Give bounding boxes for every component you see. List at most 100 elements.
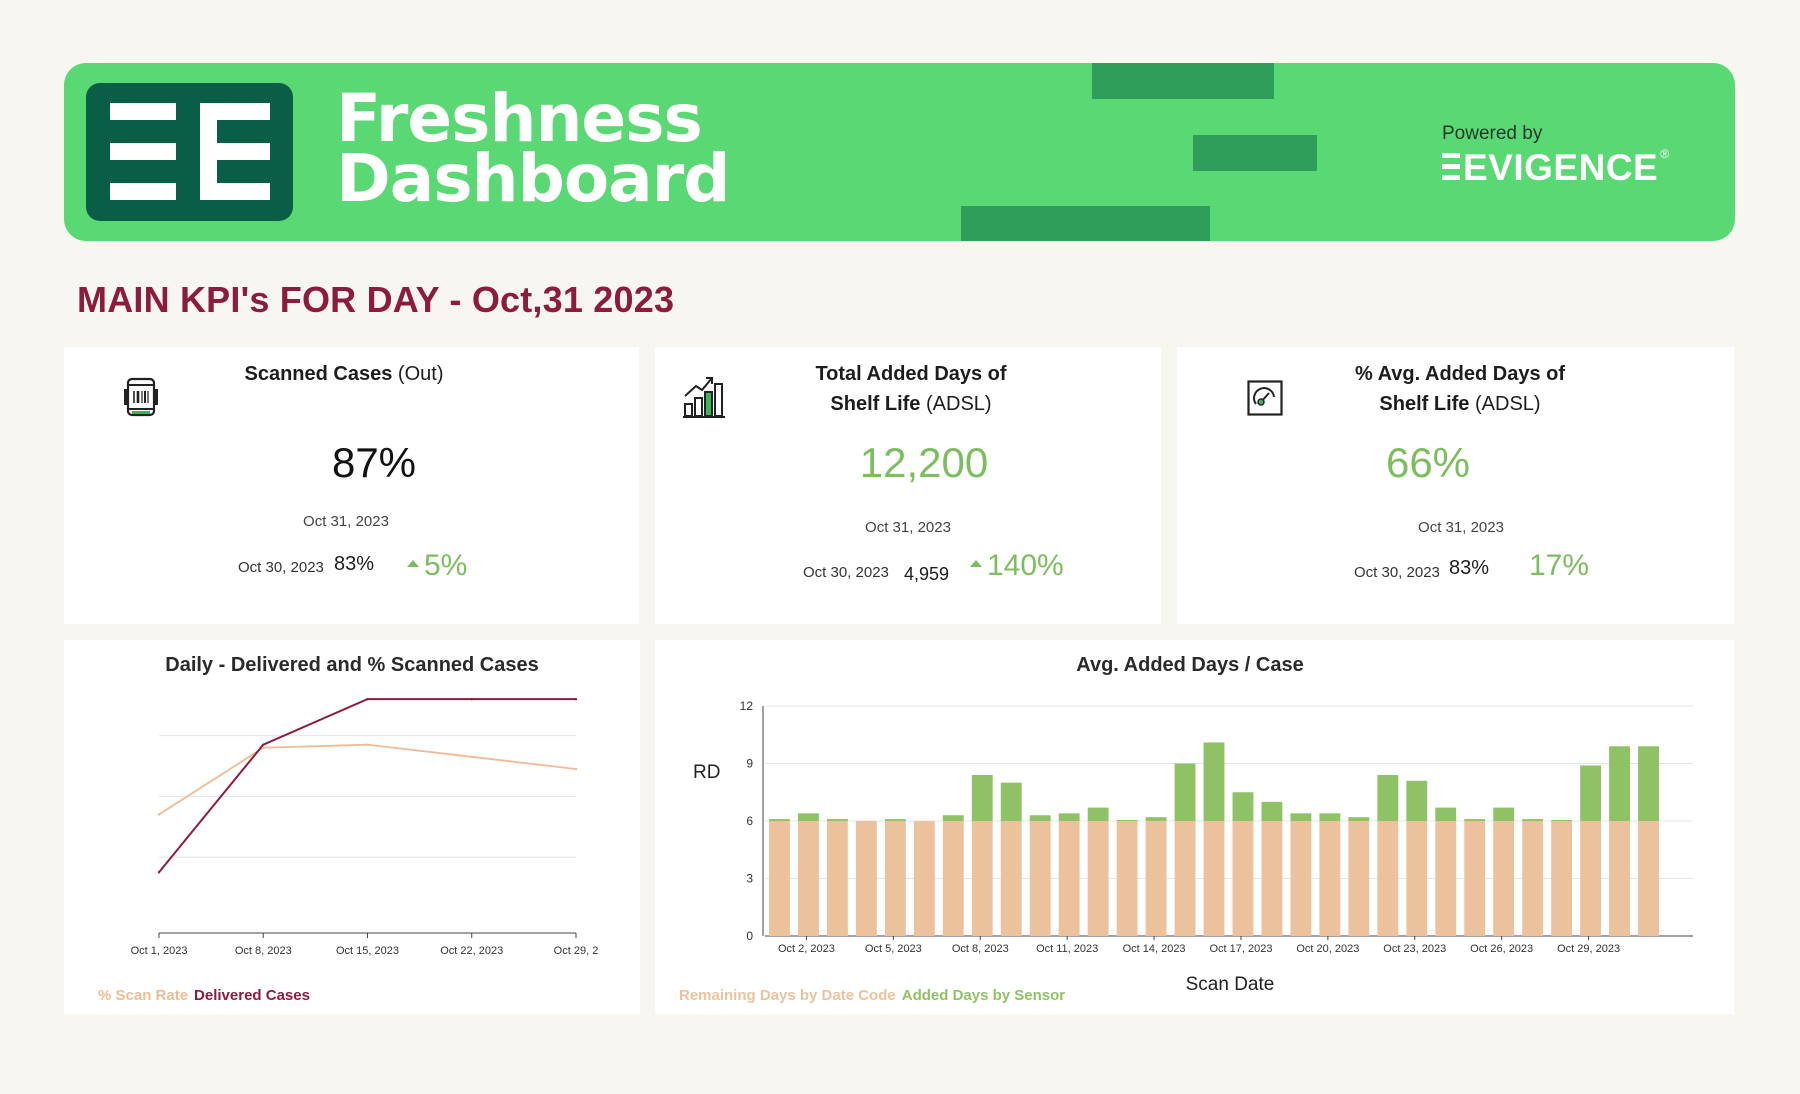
kpi-date: Oct 31, 2023: [1418, 519, 1504, 536]
header-banner: Freshness Dashboard Powered by EVIGENCE ®: [64, 63, 1735, 241]
remaining-days-bar: [1522, 821, 1544, 936]
remaining-days-bar: [1551, 821, 1573, 936]
remaining-days-bar: [1029, 821, 1051, 936]
x-tick-label: Oct 29, 2023: [1557, 943, 1620, 955]
delivered-cases-point: [470, 697, 473, 701]
remaining-days-bar: [798, 821, 819, 936]
added-days-bar: [1493, 807, 1515, 821]
added-days-bar: [971, 775, 993, 821]
y-tick-label: 9: [746, 757, 753, 771]
remaining-days-bar: [1464, 821, 1486, 936]
kpi-card-scanned-cases: Scanned Cases (Out) 87% Oct 31, 2023 Oct…: [64, 347, 639, 624]
y-tick-label: 6: [746, 814, 753, 828]
line-chart-legend: % Scan Rate Delivered Cases: [98, 987, 316, 1004]
remaining-days-bar: [1000, 821, 1022, 936]
remaining-days-bar: [942, 821, 964, 936]
kpi-change: 140%: [970, 549, 1064, 583]
remaining-days-bar: [1145, 821, 1167, 936]
added-days-bar: [1029, 815, 1051, 821]
added-days-bar: [1290, 813, 1312, 821]
remaining-days-bar: [1203, 821, 1225, 936]
x-tick-label: Oct 8, 2023: [952, 943, 1009, 955]
chart-title: Daily - Delivered and % Scanned Cases: [165, 654, 539, 676]
added-days-bar: [1580, 765, 1602, 821]
barcode-scanner-icon: [124, 377, 158, 417]
x-tick-label: Oct 5, 2023: [865, 943, 922, 955]
x-axis-label: Scan Date: [1186, 974, 1275, 995]
scan-rate-point: [262, 746, 265, 749]
y-axis-label: RD: [693, 762, 720, 783]
scan-rate-line: [158, 743, 577, 816]
kpi-previous-value: 83%: [334, 553, 375, 575]
kpi-previous-value: 4,959: [904, 564, 950, 584]
x-tick-label: Oct 26, 2023: [1470, 943, 1533, 955]
x-tick-label: Oct 14, 2023: [1123, 943, 1186, 955]
scan-rate-point: [366, 743, 369, 746]
brand-e-mark-icon: [1442, 153, 1460, 181]
bar-chart-legend: Remaining Days by Date Code Added Days by…: [679, 987, 1071, 1004]
legend-delivered-cases: Delivered Cases: [194, 987, 310, 1004]
kpi-previous-date: Oct 30, 2023: [238, 559, 324, 576]
chart-title: Avg. Added Days / Case: [1076, 654, 1304, 676]
kpi-value: 12,200: [859, 439, 989, 486]
added-days-bar: [1145, 817, 1167, 821]
kpi-date: Oct 31, 2023: [865, 519, 951, 536]
remaining-days-bar: [1116, 821, 1138, 936]
added-days-bar: [1174, 763, 1196, 821]
kpi-previous-date: Oct 30, 2023: [803, 564, 889, 581]
remaining-days-bar: [826, 821, 848, 936]
added-days-bar: [1522, 819, 1544, 821]
remaining-days-bar: [884, 821, 906, 936]
scan-rate-point: [470, 755, 473, 759]
added-days-bar: [1000, 782, 1022, 821]
banner-accent-bar-top: [1092, 63, 1274, 99]
legend-scan-rate: % Scan Rate: [98, 987, 189, 1004]
delivered-cases-point: [366, 697, 369, 701]
x-tick-label: Oct 1, 2023: [131, 945, 188, 957]
added-days-bar: [1406, 780, 1428, 821]
added-days-bar: [798, 813, 819, 821]
delivered-cases-point: [157, 871, 161, 874]
kpi-change: 5%: [407, 549, 467, 583]
x-tick-label: Oct 17, 2023: [1209, 943, 1272, 955]
scan-rate-point: [157, 813, 161, 816]
remaining-days-bar: [1435, 821, 1457, 936]
remaining-days-bar: [971, 821, 993, 936]
added-days-bar: [1261, 801, 1283, 821]
x-tick-label: Oct 29, 2: [554, 945, 599, 957]
added-days-bar: [1058, 813, 1080, 821]
banner-accent-bar-middle: [1193, 135, 1317, 171]
line-chart: Oct 1, 2023 Oct 8, 2023 Oct 15, 2023 Oct 22…: [131, 697, 599, 957]
remaining-days-bar: [1580, 821, 1602, 936]
remaining-days-bar: [1232, 821, 1254, 936]
added-days-bar: [1232, 792, 1254, 821]
kpi-date: Oct 31, 2023: [303, 513, 389, 530]
added-days-bar: [769, 819, 790, 821]
x-tick-label: Oct 15, 2023: [336, 945, 399, 957]
line-chart-card: Daily - Delivered and % Scanned Cases Oc…: [64, 640, 640, 1014]
legend-added-days: Added Days by Sensor: [901, 987, 1066, 1004]
bar-chart: 0 3 6 9 12 RD Scan Date Oct 2, 2023 Oct 5, 2023 O…: [693, 699, 1693, 995]
kpi-previous-value: 83%: [1449, 557, 1490, 579]
y-tick-label: 0: [746, 929, 753, 943]
added-days-bar: [1116, 820, 1138, 821]
banner-accent-bar-bottom: [961, 206, 1210, 241]
x-tick-label: Oct 20, 2023: [1296, 943, 1359, 955]
remaining-days-bar: [1377, 821, 1399, 936]
added-days-bar: [1377, 775, 1399, 821]
delivered-cases-line: [158, 698, 576, 873]
remaining-days-bar: [1319, 821, 1341, 936]
added-days-bar: [942, 815, 964, 821]
remaining-days-bar: [769, 821, 790, 936]
kpi-value: 66%: [1385, 439, 1471, 486]
evigence-logo: [86, 83, 293, 221]
x-tick-label: Oct 22, 2023: [440, 945, 503, 957]
added-days-bar: [1609, 746, 1630, 821]
kpi-title: % Avg. Added Days of Shelf Life (ADSL): [1354, 363, 1566, 415]
added-days-bar: [1551, 820, 1573, 821]
y-tick-label: 12: [740, 699, 754, 713]
delivered-cases-point: [574, 697, 578, 701]
added-days-bar: [826, 819, 848, 821]
remaining-days-bar: [855, 821, 877, 936]
scan-rate-point: [574, 767, 578, 771]
